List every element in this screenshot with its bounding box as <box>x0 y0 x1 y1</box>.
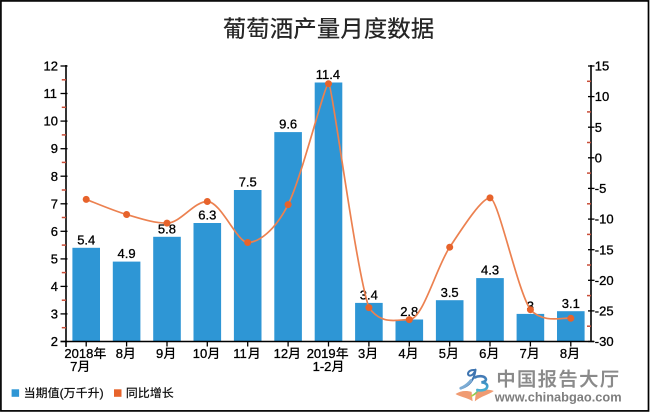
svg-text:-15: -15 <box>595 242 614 257</box>
svg-text:8: 8 <box>560 346 567 361</box>
svg-text:12: 12 <box>274 346 288 361</box>
svg-text:8: 8 <box>116 346 123 361</box>
svg-text:3.1: 3.1 <box>562 296 580 311</box>
svg-text:5: 5 <box>51 252 58 267</box>
svg-text:10: 10 <box>193 346 207 361</box>
svg-text:2: 2 <box>51 334 58 349</box>
svg-text:3: 3 <box>358 346 365 361</box>
svg-text:6: 6 <box>51 224 58 239</box>
svg-text:11: 11 <box>44 86 58 101</box>
svg-text:4: 4 <box>51 279 58 294</box>
svg-text:3: 3 <box>527 299 534 314</box>
svg-text:1-2: 1-2 <box>313 359 332 374</box>
svg-text:5.4: 5.4 <box>77 232 95 247</box>
svg-text:7: 7 <box>70 359 77 374</box>
svg-text:9: 9 <box>156 346 163 361</box>
svg-text:0: 0 <box>595 150 602 165</box>
svg-text:5: 5 <box>595 120 602 135</box>
svg-text:5.8: 5.8 <box>158 221 176 236</box>
svg-text:6: 6 <box>479 346 486 361</box>
svg-text:2018: 2018 <box>64 346 93 361</box>
svg-text:-25: -25 <box>595 304 614 319</box>
svg-text:11.4: 11.4 <box>316 67 340 82</box>
svg-text:10: 10 <box>44 114 58 129</box>
svg-text:(: ( <box>60 386 64 400</box>
svg-text:9.6: 9.6 <box>279 117 297 132</box>
svg-text:15: 15 <box>595 59 609 74</box>
svg-text:2.8: 2.8 <box>400 304 418 319</box>
svg-text:5: 5 <box>439 346 446 361</box>
svg-text:6.3: 6.3 <box>198 208 216 223</box>
svg-text:-10: -10 <box>595 212 614 227</box>
svg-text:): ) <box>100 386 104 400</box>
svg-text:7.5: 7.5 <box>239 175 257 190</box>
svg-text:12: 12 <box>44 59 58 74</box>
svg-text:8: 8 <box>51 169 58 184</box>
svg-text:11: 11 <box>233 346 247 361</box>
svg-text:-20: -20 <box>595 273 614 288</box>
svg-text:3: 3 <box>51 307 58 322</box>
svg-text:-5: -5 <box>595 181 607 196</box>
svg-text:4: 4 <box>398 346 405 361</box>
svg-text:4.9: 4.9 <box>118 246 136 261</box>
svg-text:10: 10 <box>595 89 609 104</box>
svg-text:www.chinabgao.com: www.chinabgao.com <box>494 390 622 405</box>
svg-text:2019: 2019 <box>307 346 336 361</box>
svg-text:-30: -30 <box>595 334 614 349</box>
svg-text:9: 9 <box>51 141 58 156</box>
svg-text:4.3: 4.3 <box>481 263 499 278</box>
svg-text:7: 7 <box>520 346 527 361</box>
svg-text:3.4: 3.4 <box>360 288 378 303</box>
svg-text:7: 7 <box>51 196 58 211</box>
svg-text:3.5: 3.5 <box>441 285 459 300</box>
